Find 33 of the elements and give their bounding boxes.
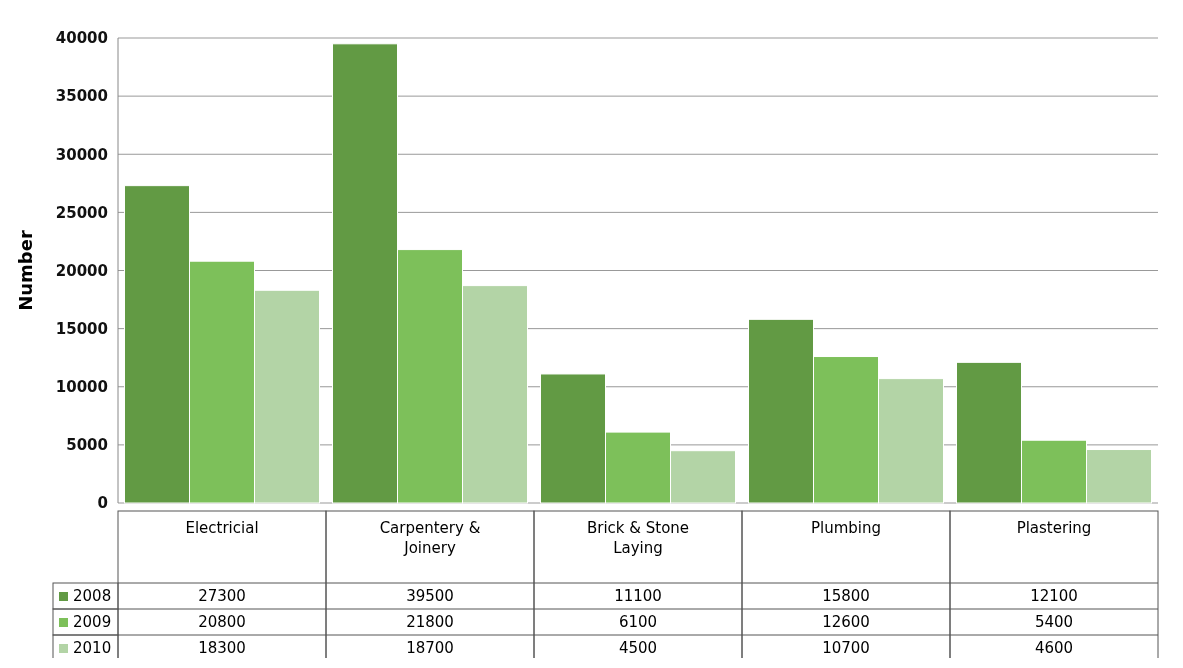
data-label: 20800	[198, 613, 246, 632]
data-label: 10700	[822, 639, 870, 658]
data-label: 18700	[406, 639, 454, 658]
y-tick-label: 25000	[55, 203, 108, 222]
data-label: 4600	[1034, 639, 1074, 658]
data-label: 21800	[406, 613, 454, 632]
data-label: 18300	[198, 639, 246, 658]
legend-label: 2009	[73, 613, 112, 632]
x-tick-label: Brick & Stone Laying	[586, 519, 690, 557]
data-label: 27300	[198, 587, 246, 606]
x-tick-label: Plastering	[1016, 519, 1092, 537]
legend-label: 2008	[73, 587, 112, 606]
x-tick-label: Electricial	[185, 519, 259, 537]
data-label: 15800	[822, 587, 870, 606]
y-tick-label: 40000	[55, 29, 108, 48]
data-label: 5400	[1034, 613, 1074, 632]
data-label: 6100	[618, 613, 658, 632]
y-tick-label: 0	[97, 494, 108, 513]
y-tick-label: 35000	[55, 87, 108, 106]
data-label: 12100	[1030, 587, 1078, 606]
data-label: 39500	[406, 587, 454, 606]
y-tick-label: 5000	[66, 436, 108, 455]
data-label: 12600	[822, 613, 870, 632]
y-tick-label: 15000	[55, 319, 108, 338]
y-axis-title: Number	[15, 230, 36, 311]
data-label: 4500	[618, 639, 658, 658]
y-tick-label: 30000	[55, 145, 108, 164]
y-tick-label: 20000	[55, 261, 108, 280]
x-tick-label: Plumbing	[810, 519, 882, 537]
legend-label: 2010	[73, 639, 112, 658]
data-label: 11100	[614, 587, 662, 606]
y-tick-label: 10000	[55, 378, 108, 396]
x-tick-label: Carpentery & Joinery	[379, 519, 481, 557]
